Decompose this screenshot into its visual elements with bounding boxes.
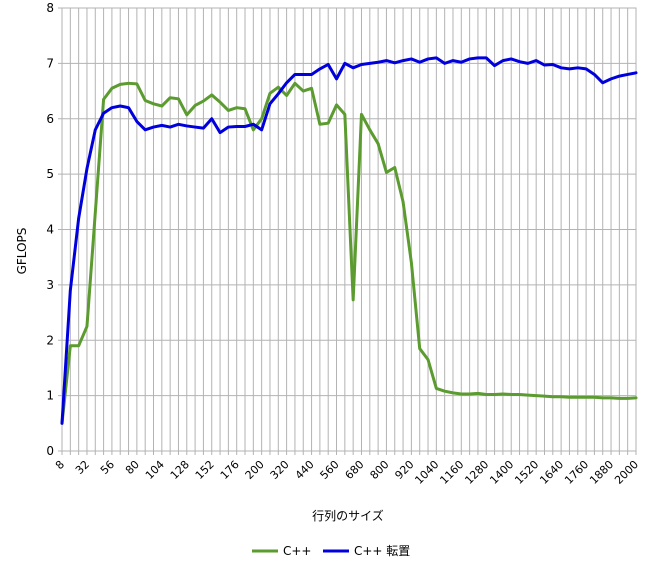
x-tick-label: 1040 — [412, 458, 441, 487]
y-tick-label: 8 — [46, 1, 54, 15]
series-line-1 — [60, 56, 638, 425]
x-tick-label: 1160 — [437, 458, 466, 487]
x-tick-label: 1760 — [562, 458, 591, 487]
x-tick-label: 128 — [168, 458, 192, 482]
x-axis-label: 行列のサイズ — [312, 508, 384, 523]
x-tick-label: 104 — [143, 458, 167, 482]
x-tick-label: 80 — [123, 458, 142, 477]
legend: C++ C++ 転置 — [252, 544, 410, 558]
series-line-0 — [60, 81, 638, 425]
y-tick-label: 4 — [46, 223, 54, 237]
y-tick-label: 3 — [46, 278, 54, 292]
legend-label-cpp-transpose: C++ 転置 — [354, 544, 410, 558]
gridlines — [58, 7, 637, 455]
x-tick-label: 680 — [343, 458, 367, 482]
y-tick-label: 6 — [46, 112, 54, 126]
y-tick-label: 7 — [46, 56, 54, 70]
x-tick-label: 32 — [73, 458, 92, 477]
y-tick-label: 2 — [46, 333, 54, 347]
x-tick-label: 2000 — [612, 458, 641, 487]
x-tick-label: 1640 — [537, 458, 566, 487]
y-axis-ticks: 0 1 2 3 4 5 6 7 8 — [46, 1, 54, 458]
x-tick-label: 152 — [193, 458, 217, 482]
x-tick-label: 1880 — [587, 458, 616, 487]
y-tick-label: 5 — [46, 167, 54, 181]
series-lines — [60, 56, 638, 425]
y-tick-label: 1 — [46, 389, 54, 403]
x-tick-label: 800 — [368, 458, 392, 482]
x-tick-label: 1280 — [462, 458, 491, 487]
x-tick-label: 200 — [243, 458, 267, 482]
x-tick-label: 560 — [318, 458, 342, 482]
legend-label-cpp: C++ — [283, 544, 312, 558]
x-tick-label: 320 — [268, 458, 292, 482]
x-tick-label: 56 — [98, 458, 117, 477]
x-tick-label: 1400 — [487, 458, 516, 487]
x-tick-label: 1520 — [512, 458, 541, 487]
x-tick-label: 176 — [218, 458, 242, 482]
y-axis-label: GFLOPS — [15, 228, 29, 275]
x-axis-ticks: 8 32 56 80 104 128 152 176 200 320 440 560 680 800 920… — [53, 458, 641, 487]
x-tick-label: 8 — [53, 458, 67, 472]
y-tick-label: 0 — [46, 444, 54, 458]
x-tick-label: 440 — [293, 458, 317, 482]
